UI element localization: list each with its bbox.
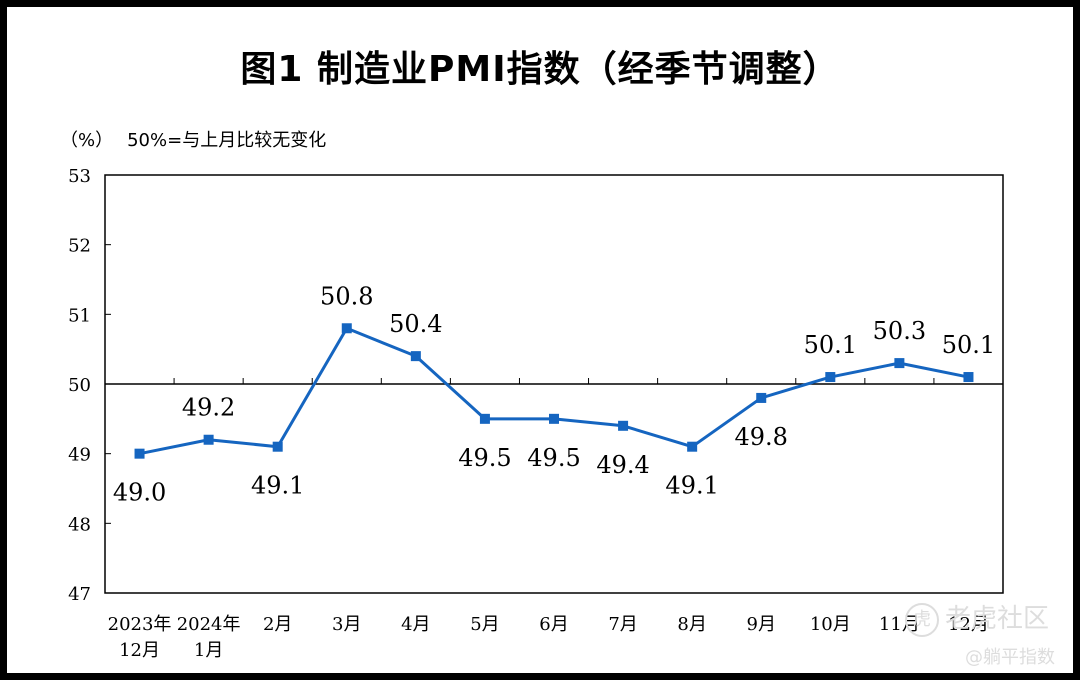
data-point-marker [134, 448, 145, 459]
y-tick-label: 50 [68, 375, 91, 396]
x-tick-label: 6月 [539, 614, 568, 635]
reference-note: 50%=与上月比较无变化 [127, 130, 327, 151]
y-tick-label: 52 [68, 236, 91, 257]
data-point-marker [410, 351, 421, 362]
data-point-marker [549, 413, 559, 424]
data-label: 49.5 [527, 444, 580, 472]
x-tick-label: 8月 [677, 614, 706, 635]
chart-title: 图1 制造业PMI指数（经季节调整） [240, 49, 840, 90]
data-point-marker [687, 441, 698, 452]
data-label: 49.5 [458, 444, 511, 472]
x-tick-label: 1月 [194, 640, 223, 661]
x-tick-label: 12月 [119, 640, 160, 661]
data-point-marker [341, 323, 352, 334]
x-tick-label: 4月 [401, 614, 430, 635]
x-tick-label: 5月 [470, 614, 499, 635]
y-tick-label: 47 [68, 584, 91, 605]
x-tick-label: 12月 [948, 614, 989, 635]
data-label: 49.8 [735, 423, 788, 451]
data-label: 50.1 [804, 331, 857, 359]
data-label: 50.4 [389, 310, 442, 338]
y-tick-label: 49 [68, 445, 91, 466]
data-point-marker [272, 441, 283, 452]
x-tick-label: 9月 [747, 614, 776, 635]
x-tick-label: 10月 [810, 614, 851, 635]
data-label: 49.1 [251, 472, 304, 500]
y-tick-label: 53 [68, 166, 91, 187]
data-label: 50.8 [320, 282, 373, 310]
x-tick-label: 2月 [263, 614, 292, 635]
x-tick-label: 2023年 [108, 614, 172, 635]
data-point-marker [894, 358, 905, 369]
tiger-logo-icon: 虎 [905, 602, 939, 637]
unit-label: （%） [60, 130, 114, 151]
y-tick-label: 48 [68, 514, 91, 535]
unit-note: （%） 50%=与上月比较无变化 [60, 126, 326, 152]
x-tick-label: 7月 [608, 614, 637, 635]
data-point-marker [479, 413, 490, 424]
data-label: 50.1 [942, 331, 995, 359]
data-point-marker [203, 434, 214, 445]
watermark-author: @躺平指数 [965, 647, 1055, 668]
data-point-marker [756, 392, 767, 403]
watermark-community: 虎老虎社区 [905, 598, 1049, 637]
y-tick-label: 51 [68, 305, 91, 326]
data-label: 49.1 [665, 472, 718, 500]
x-tick-label: 2024年 [177, 614, 241, 635]
data-label: 50.3 [873, 317, 926, 345]
watermark-community-text: 老虎社区 [945, 604, 1050, 634]
data-label: 49.4 [596, 451, 649, 479]
chart-frame [7, 7, 1073, 673]
data-point-marker [618, 420, 629, 431]
x-tick-label: 3月 [332, 614, 361, 635]
data-label: 49.0 [113, 479, 166, 507]
data-label: 49.2 [182, 394, 235, 422]
data-point-marker [825, 372, 836, 383]
data-point-marker [963, 372, 974, 383]
